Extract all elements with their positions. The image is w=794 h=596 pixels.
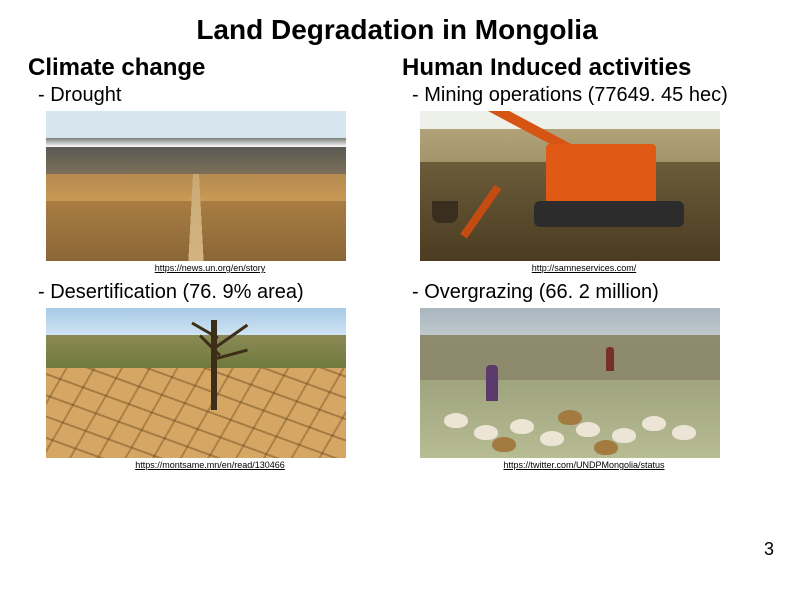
overgrazing-image	[420, 308, 720, 458]
desert-credit: https://montsame.mn/en/read/130466	[28, 460, 392, 470]
right-bullet-mining: - Mining operations (77649. 45 hec)	[412, 84, 766, 107]
page-number: 3	[764, 539, 774, 560]
content-columns: Climate change - Drought https://news.un…	[28, 54, 766, 478]
right-heading: Human Induced activities	[402, 54, 766, 82]
slide-title: Land Degradation in Mongolia	[28, 14, 766, 46]
left-column: Climate change - Drought https://news.un…	[28, 54, 392, 478]
left-bullet-drought: - Drought	[38, 84, 392, 107]
right-column: Human Induced activities - Mining operat…	[402, 54, 766, 478]
mining-credit: http://samneservices.com/	[402, 263, 766, 273]
slide: Land Degradation in Mongolia Climate cha…	[0, 0, 794, 596]
drought-image	[46, 111, 346, 261]
left-heading: Climate change	[28, 54, 392, 82]
drought-credit: https://news.un.org/en/story	[28, 263, 392, 273]
mining-image	[420, 111, 720, 261]
left-bullet-desert: - Desertification (76. 9% area)	[38, 281, 392, 304]
overgraze-credit: https://twitter.com/UNDPMongolia/status	[402, 460, 766, 470]
desertification-image	[46, 308, 346, 458]
right-bullet-overgraze: - Overgrazing (66. 2 million)	[412, 281, 766, 304]
